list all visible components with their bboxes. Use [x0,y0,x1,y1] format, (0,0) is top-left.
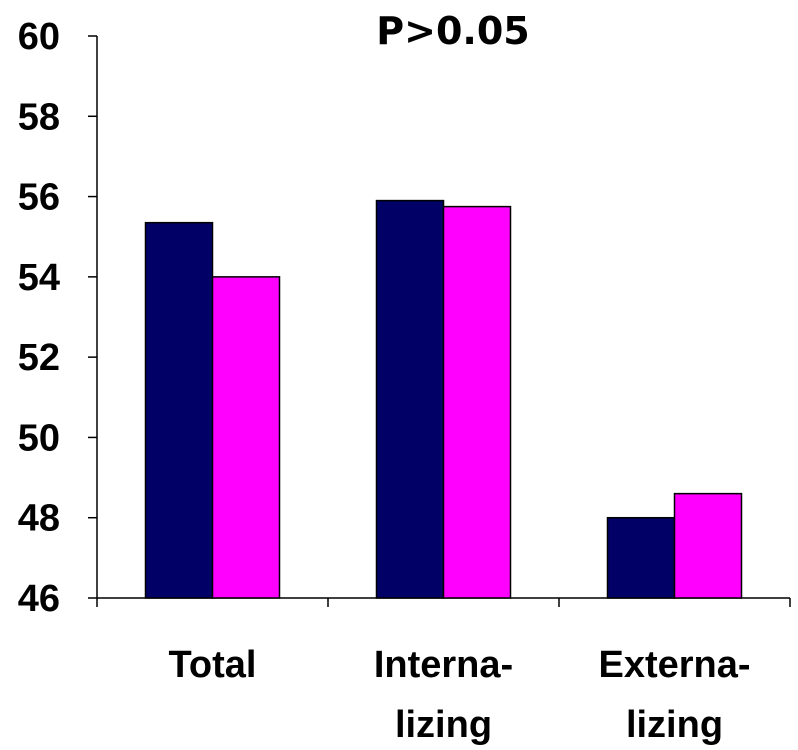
bar [606,516,676,599]
chart-title: P>0.05 [376,9,529,53]
labels: Total Interna-lizing Externa-lizing [169,644,751,746]
bar [375,199,445,599]
bar [442,205,512,599]
y-tick-label: 56 [18,177,60,219]
bar [673,492,743,599]
x-category-label: Interna- [374,644,513,686]
x-category-label: Externa- [598,644,750,686]
bar [211,276,281,599]
bar [144,221,214,599]
x-category-label: lizing [626,704,723,746]
x-category-label: Total [169,644,257,686]
axes: 46 48 50 52 54 56 58 60 [18,16,791,620]
y-tick-label: 52 [18,337,60,379]
bars [144,199,743,599]
y-tick-label: 46 [18,578,60,620]
y-tick-label: 54 [18,257,60,299]
y-tick-label: 60 [18,16,60,58]
y-tick-label: 50 [18,417,60,459]
x-category-label: lizing [395,704,492,746]
y-tick-label: 48 [18,498,60,540]
y-tick-label: 58 [18,96,60,138]
